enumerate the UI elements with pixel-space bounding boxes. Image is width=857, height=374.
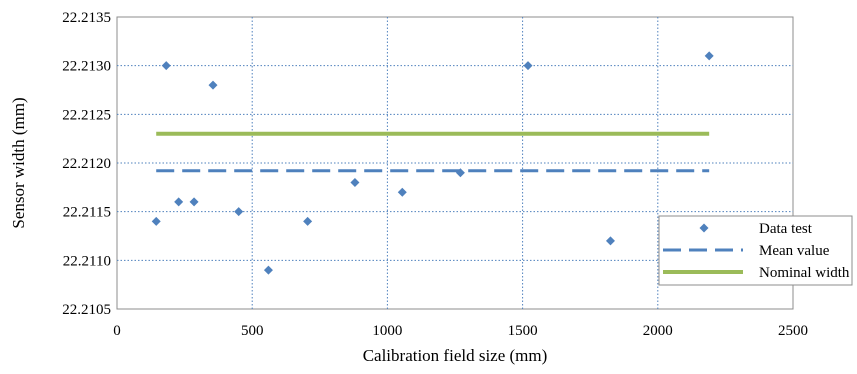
data-point	[161, 61, 171, 71]
x-tick-label: 2000	[643, 323, 673, 339]
data-point	[263, 265, 273, 275]
x-axis-ticks: 0 500 1000 1500 2000 2500	[113, 323, 808, 339]
x-tick-label: 0	[113, 323, 121, 339]
legend: Data test Mean value Nominal width	[658, 215, 853, 286]
y-tick-label: 22.2125	[62, 107, 111, 123]
data-point	[234, 207, 244, 217]
data-point	[704, 51, 714, 61]
y-axis-title: Sensor width (mm)	[9, 97, 28, 228]
y-tick-label: 22.2105	[62, 302, 111, 318]
x-axis-title: Calibration field size (mm)	[363, 346, 548, 365]
series-layer	[151, 51, 714, 275]
y-tick-label: 22.2115	[63, 205, 111, 221]
data-point	[208, 80, 218, 90]
legend-label: Data test	[759, 221, 813, 237]
y-axis-ticks: 22.2105 22.2110 22.2115 22.2120 22.2125 22.21…	[62, 10, 111, 318]
y-tick-label: 22.2130	[62, 59, 111, 75]
x-tick-label: 2500	[778, 323, 808, 339]
data-point	[151, 216, 161, 226]
data-point	[523, 61, 533, 71]
data-point	[455, 168, 465, 178]
x-tick-label: 1000	[372, 323, 402, 339]
data-point	[397, 187, 407, 197]
legend-marker-diamond	[699, 223, 709, 233]
grid	[117, 17, 793, 309]
x-tick-label: 500	[241, 323, 264, 339]
y-tick-label: 22.2110	[63, 253, 111, 269]
data-point	[605, 236, 615, 246]
data-point	[303, 216, 313, 226]
data-point	[174, 197, 184, 207]
data-point	[350, 177, 360, 187]
y-tick-label: 22.2120	[62, 156, 111, 172]
data-point	[189, 197, 199, 207]
legend-label: Mean value	[759, 243, 830, 259]
x-tick-label: 1500	[508, 323, 538, 339]
y-tick-label: 22.2135	[62, 10, 111, 26]
legend-label: Nominal width	[759, 265, 850, 281]
